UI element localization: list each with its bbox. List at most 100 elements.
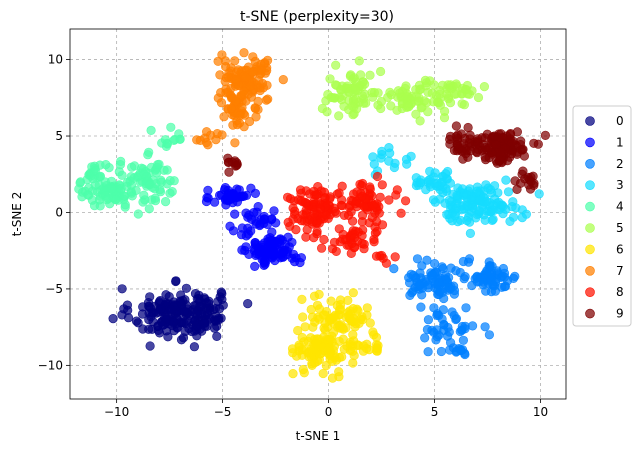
data-point bbox=[143, 150, 153, 160]
data-point bbox=[175, 134, 185, 144]
data-point bbox=[359, 202, 369, 212]
data-point bbox=[214, 315, 224, 325]
data-point bbox=[351, 319, 361, 329]
legend-label: 4 bbox=[616, 200, 624, 214]
data-point bbox=[452, 81, 462, 91]
data-point bbox=[144, 204, 154, 214]
data-point bbox=[171, 276, 181, 286]
data-point bbox=[357, 181, 367, 191]
data-point bbox=[401, 196, 411, 206]
data-point bbox=[416, 178, 426, 188]
data-point bbox=[293, 325, 303, 336]
series-6 bbox=[287, 288, 383, 383]
data-point bbox=[310, 358, 320, 368]
data-point bbox=[383, 92, 393, 102]
data-point bbox=[223, 157, 233, 167]
legend-marker bbox=[585, 265, 595, 276]
y-tick-label: −5 bbox=[45, 282, 63, 296]
x-tick-label: −10 bbox=[104, 405, 129, 419]
data-point bbox=[158, 320, 168, 330]
legend-label: 0 bbox=[616, 114, 624, 128]
data-point bbox=[150, 196, 161, 206]
data-point bbox=[165, 188, 175, 198]
data-point bbox=[447, 307, 457, 317]
data-point bbox=[250, 103, 260, 114]
data-point bbox=[450, 211, 460, 221]
legend-item: 2 bbox=[585, 157, 624, 171]
data-point bbox=[485, 261, 495, 271]
data-point bbox=[360, 79, 370, 89]
data-point bbox=[246, 183, 256, 193]
data-point bbox=[465, 228, 476, 238]
data-point bbox=[210, 303, 220, 314]
legend: 0 1 2 3 4 5 6 7 8 9 bbox=[572, 105, 632, 327]
data-point bbox=[461, 303, 471, 313]
data-point bbox=[323, 89, 333, 100]
data-point bbox=[357, 210, 368, 220]
data-point bbox=[430, 168, 440, 178]
series-3 bbox=[368, 143, 544, 238]
data-point bbox=[377, 180, 387, 190]
data-point bbox=[297, 294, 307, 305]
data-point bbox=[146, 125, 156, 135]
data-point bbox=[396, 208, 406, 218]
data-point bbox=[314, 304, 325, 314]
data-point bbox=[329, 237, 340, 247]
data-point bbox=[364, 218, 374, 228]
data-point bbox=[457, 99, 467, 109]
data-point bbox=[408, 270, 419, 281]
data-point bbox=[288, 369, 298, 379]
data-point bbox=[392, 105, 402, 115]
data-point bbox=[472, 186, 482, 196]
data-point bbox=[338, 234, 348, 244]
data-point bbox=[267, 253, 277, 263]
data-point bbox=[508, 273, 519, 284]
data-point bbox=[437, 80, 448, 90]
data-point bbox=[117, 170, 127, 180]
data-point bbox=[405, 290, 415, 301]
data-point bbox=[176, 335, 187, 345]
data-point bbox=[243, 299, 253, 309]
data-point bbox=[528, 171, 538, 181]
data-point bbox=[357, 191, 367, 201]
y-axis-label: t-SNE 2 bbox=[10, 192, 24, 237]
data-point bbox=[226, 103, 237, 114]
data-point bbox=[505, 152, 515, 162]
data-point bbox=[451, 121, 462, 131]
legend-item: 7 bbox=[585, 264, 624, 278]
data-point bbox=[428, 97, 439, 107]
data-point bbox=[192, 135, 202, 145]
legend-label: 8 bbox=[616, 285, 624, 299]
data-point bbox=[343, 308, 353, 318]
data-point bbox=[283, 232, 293, 242]
data-point bbox=[289, 196, 299, 206]
legend-item: 0 bbox=[585, 114, 624, 128]
data-point bbox=[232, 96, 242, 107]
data-point bbox=[540, 130, 551, 140]
data-point bbox=[156, 303, 166, 314]
data-point bbox=[116, 156, 126, 166]
data-point bbox=[368, 327, 378, 337]
data-point bbox=[488, 200, 498, 210]
legend-marker bbox=[585, 137, 595, 148]
data-point bbox=[252, 207, 262, 217]
data-point bbox=[269, 206, 279, 216]
data-point bbox=[347, 101, 357, 111]
data-point bbox=[348, 216, 358, 226]
data-point bbox=[317, 103, 328, 114]
data-point bbox=[432, 178, 442, 188]
data-point bbox=[101, 160, 111, 170]
data-point bbox=[436, 273, 446, 283]
data-point bbox=[415, 116, 425, 126]
data-point bbox=[238, 191, 248, 201]
data-point bbox=[462, 146, 472, 156]
legend-item: 9 bbox=[585, 307, 624, 321]
data-point bbox=[228, 226, 239, 236]
data-point bbox=[230, 56, 240, 66]
chart-title: t-SNE (perplexity=30) bbox=[240, 9, 394, 25]
data-point bbox=[284, 242, 294, 252]
data-point bbox=[299, 368, 309, 378]
data-point bbox=[117, 284, 127, 294]
data-point bbox=[472, 271, 482, 282]
data-point bbox=[309, 209, 319, 219]
